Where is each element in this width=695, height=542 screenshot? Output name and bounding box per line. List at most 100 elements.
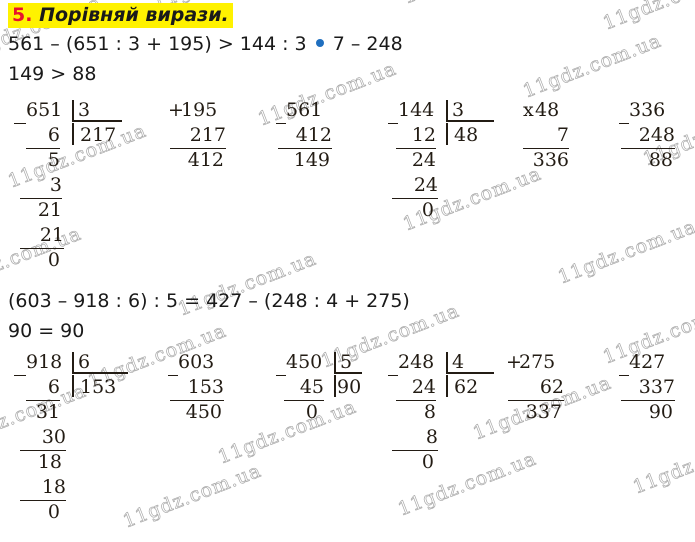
step-3: 8 bbox=[392, 425, 438, 451]
operand-bottom: 7 bbox=[523, 123, 569, 149]
step-1: 12 bbox=[396, 123, 436, 149]
step-5: 21 bbox=[20, 223, 64, 249]
quotient: 90 bbox=[337, 376, 362, 398]
step-4: 0 bbox=[421, 451, 434, 473]
step-2: 5 bbox=[47, 149, 60, 171]
difference-result: 88 bbox=[648, 149, 673, 171]
quotient: 62 bbox=[454, 376, 479, 398]
watermark-text: 11gdz.com.ua bbox=[520, 29, 665, 103]
step-2: 0 bbox=[305, 401, 318, 423]
division-vbar bbox=[72, 352, 74, 374]
minus-mark bbox=[276, 350, 286, 376]
divisor: 3 bbox=[452, 99, 465, 121]
watermark-text: 11gdz.com.ua bbox=[600, 0, 695, 35]
operator: x bbox=[523, 99, 534, 121]
operand-top: 603 bbox=[178, 351, 215, 373]
watermark-text: 11gdz.com.ua bbox=[400, 0, 545, 9]
dividend: 144 bbox=[398, 99, 435, 121]
step-3: 30 bbox=[20, 425, 66, 451]
difference-result: 450 bbox=[185, 401, 222, 423]
operator: + bbox=[168, 99, 184, 121]
expression-right-tail: 7 – 248 bbox=[332, 33, 403, 55]
task-title: Порівняй вирази. bbox=[39, 4, 229, 26]
step-1: 24 bbox=[396, 375, 436, 401]
step-2: 31 bbox=[35, 401, 60, 423]
division-vbar bbox=[72, 100, 74, 122]
difference-result: 90 bbox=[648, 401, 673, 423]
operand-top: 336 bbox=[629, 99, 666, 121]
division-vbar bbox=[446, 352, 448, 374]
quotient: 217 bbox=[80, 124, 117, 146]
division-hbar bbox=[334, 372, 362, 374]
operand-bottom: 153 bbox=[170, 375, 224, 401]
dividend: 248 bbox=[398, 351, 435, 373]
problem-2-expression: (603 – 918 : 6) : 5 = 427 – (248 : 4 + 2… bbox=[8, 290, 410, 312]
expression-right: 144 : 3 bbox=[239, 33, 307, 55]
operand-top: 427 bbox=[629, 351, 666, 373]
minus-mark bbox=[14, 98, 26, 124]
operand-top: 48 bbox=[535, 99, 560, 121]
division-vbar bbox=[446, 123, 448, 145]
divisor: 3 bbox=[78, 99, 91, 121]
watermark-text: 11gdz.com.ua bbox=[120, 459, 265, 533]
difference-result: 149 bbox=[293, 149, 330, 171]
task-number: 5. bbox=[12, 4, 33, 26]
division-hbar bbox=[446, 372, 494, 374]
operand-bottom: 217 bbox=[170, 123, 226, 149]
dividend: 918 bbox=[26, 351, 63, 373]
problem-1-result: 149 > 88 bbox=[8, 63, 97, 85]
task-heading: 5. Порівняй вирази. bbox=[8, 3, 233, 28]
division-vbar bbox=[72, 123, 74, 145]
operand-top: 275 bbox=[519, 351, 556, 373]
step-6: 0 bbox=[47, 501, 60, 523]
divisor: 4 bbox=[452, 351, 465, 373]
expression-comparator: > bbox=[217, 33, 234, 55]
watermark-text: 11gdz.com.ua bbox=[630, 425, 695, 499]
division-hbar bbox=[72, 372, 128, 374]
step-1: 6 bbox=[26, 375, 60, 401]
division-hbar bbox=[446, 120, 494, 122]
quotient: 48 bbox=[454, 124, 479, 146]
multiplication-dot-icon bbox=[315, 38, 324, 47]
operand-bottom: 337 bbox=[621, 375, 675, 401]
division-vbar bbox=[72, 375, 74, 397]
division-vbar bbox=[446, 100, 448, 122]
step-4: 21 bbox=[37, 199, 62, 221]
operand-bottom: 248 bbox=[621, 123, 675, 149]
step-2: 8 bbox=[423, 401, 436, 423]
divisor: 6 bbox=[78, 351, 91, 373]
minus-mark bbox=[14, 350, 26, 376]
step-1: 45 bbox=[284, 375, 324, 401]
step-3: 3 bbox=[20, 173, 62, 199]
minus-mark bbox=[388, 350, 398, 376]
problem-1-expression: 561 – (651 : 3 + 195) > 144 : 3 7 – 248 bbox=[8, 33, 403, 55]
division-vbar bbox=[446, 375, 448, 397]
operand-bottom: 62 bbox=[508, 375, 564, 401]
step-4: 18 bbox=[37, 451, 62, 473]
quotient: 153 bbox=[80, 376, 117, 398]
step-6: 0 bbox=[47, 249, 60, 271]
minus-mark bbox=[619, 98, 629, 124]
dividend: 651 bbox=[26, 99, 63, 121]
step-3: 24 bbox=[392, 173, 438, 199]
watermark-text: 11gdz.com.ua bbox=[555, 215, 695, 289]
product-result: 336 bbox=[532, 149, 569, 171]
division-vbar bbox=[334, 352, 336, 374]
problem-2-result: 90 = 90 bbox=[8, 320, 85, 342]
minus-mark bbox=[276, 98, 286, 124]
sum-result: 337 bbox=[525, 401, 562, 423]
expression-left: 561 – (651 : 3 + 195) bbox=[8, 33, 212, 55]
minus-mark bbox=[619, 350, 629, 376]
step-4: 0 bbox=[421, 199, 434, 221]
operator: + bbox=[506, 351, 522, 373]
sum-result: 412 bbox=[187, 149, 224, 171]
operand-bottom: 412 bbox=[278, 123, 332, 149]
division-hbar bbox=[72, 120, 122, 122]
minus-mark bbox=[388, 98, 398, 124]
dividend: 450 bbox=[286, 351, 323, 373]
operand-top: 561 bbox=[286, 99, 323, 121]
division-vbar bbox=[334, 375, 336, 397]
step-1: 6 bbox=[26, 123, 60, 149]
operand-top: 195 bbox=[181, 99, 218, 121]
